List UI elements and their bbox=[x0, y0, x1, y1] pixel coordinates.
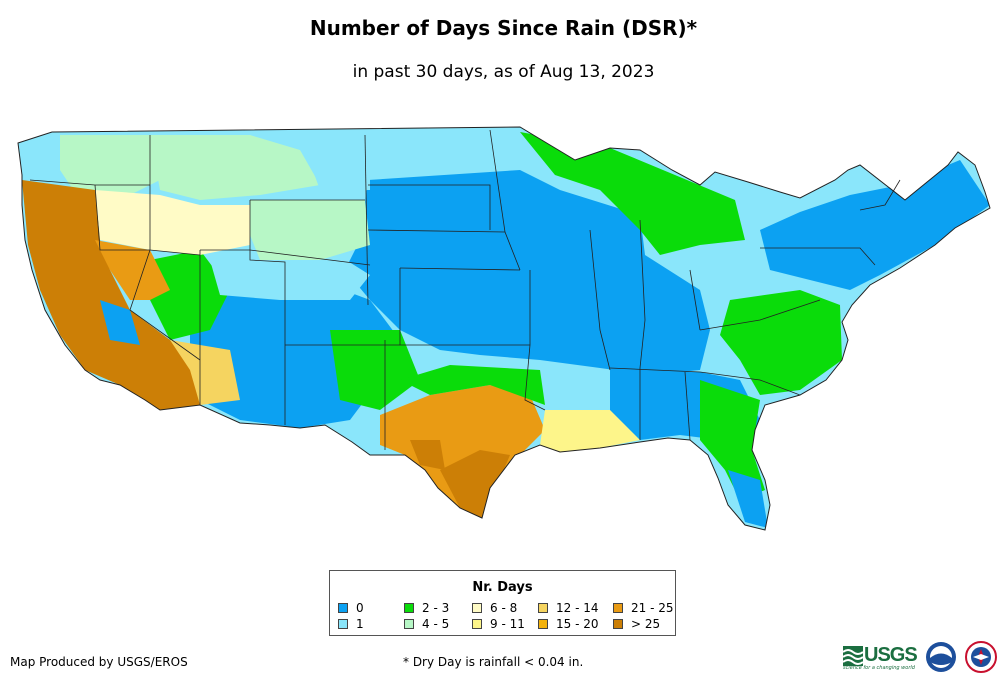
legend-swatch bbox=[338, 603, 348, 613]
legend: Nr. Days 0 1 2 - 3 4 - 5 6 - 8 9 - 11 12 - 14 1… bbox=[329, 570, 676, 636]
legend-label: 2 - 3 bbox=[422, 601, 450, 615]
usgs-logo: USGS bbox=[843, 644, 918, 667]
agency-logos: USGS science for a changing world bbox=[843, 638, 1003, 678]
map-title: Number of Days Since Rain (DSR)* bbox=[309, 16, 698, 40]
legend-item: 0 bbox=[338, 601, 364, 615]
legend-swatch bbox=[338, 619, 348, 629]
legend-swatch bbox=[538, 603, 548, 613]
legend-swatch bbox=[472, 619, 482, 629]
legend-swatch bbox=[613, 619, 623, 629]
us-dsr-map bbox=[17, 126, 991, 531]
legend-swatch bbox=[472, 603, 482, 613]
credit-text: Map Produced by USGS/EROS bbox=[10, 655, 188, 669]
legend-label: 0 bbox=[356, 601, 364, 615]
legend-swatch bbox=[404, 619, 414, 629]
legend-item: 2 - 3 bbox=[404, 601, 449, 615]
legend-label: 15 - 20 bbox=[556, 617, 599, 631]
legend-label: 1 bbox=[356, 617, 364, 631]
footnote-text: * Dry Day is rainfall < 0.04 in. bbox=[403, 655, 584, 669]
legend-swatch bbox=[613, 603, 623, 613]
legend-swatch bbox=[404, 603, 414, 613]
legend-item: 4 - 5 bbox=[404, 617, 449, 631]
legend-item: 1 bbox=[338, 617, 364, 631]
legend-item: > 25 bbox=[613, 617, 660, 631]
legend-title: Nr. Days bbox=[472, 580, 533, 595]
legend-label: 9 - 11 bbox=[490, 617, 525, 631]
legend-item: 9 - 11 bbox=[472, 617, 525, 631]
legend-item: 15 - 20 bbox=[538, 617, 599, 631]
noaa-seal-icon bbox=[926, 642, 956, 672]
legend-label: > 25 bbox=[631, 617, 661, 631]
legend-item: 21 - 25 bbox=[613, 601, 674, 615]
usgs-logo-text: USGS bbox=[864, 644, 918, 666]
usgs-wave-icon bbox=[843, 645, 863, 666]
usgs-tagline: science for a changing world bbox=[843, 665, 915, 671]
map-subtitle: in past 30 days, as of Aug 13, 2023 bbox=[352, 62, 655, 82]
legend-item: 6 - 8 bbox=[472, 601, 517, 615]
legend-label: 6 - 8 bbox=[490, 601, 518, 615]
legend-label: 21 - 25 bbox=[631, 601, 674, 615]
legend-label: 4 - 5 bbox=[422, 617, 450, 631]
legend-swatch bbox=[538, 619, 548, 629]
nws-seal-icon bbox=[965, 641, 997, 673]
legend-label: 12 - 14 bbox=[556, 601, 599, 615]
legend-item: 12 - 14 bbox=[538, 601, 599, 615]
